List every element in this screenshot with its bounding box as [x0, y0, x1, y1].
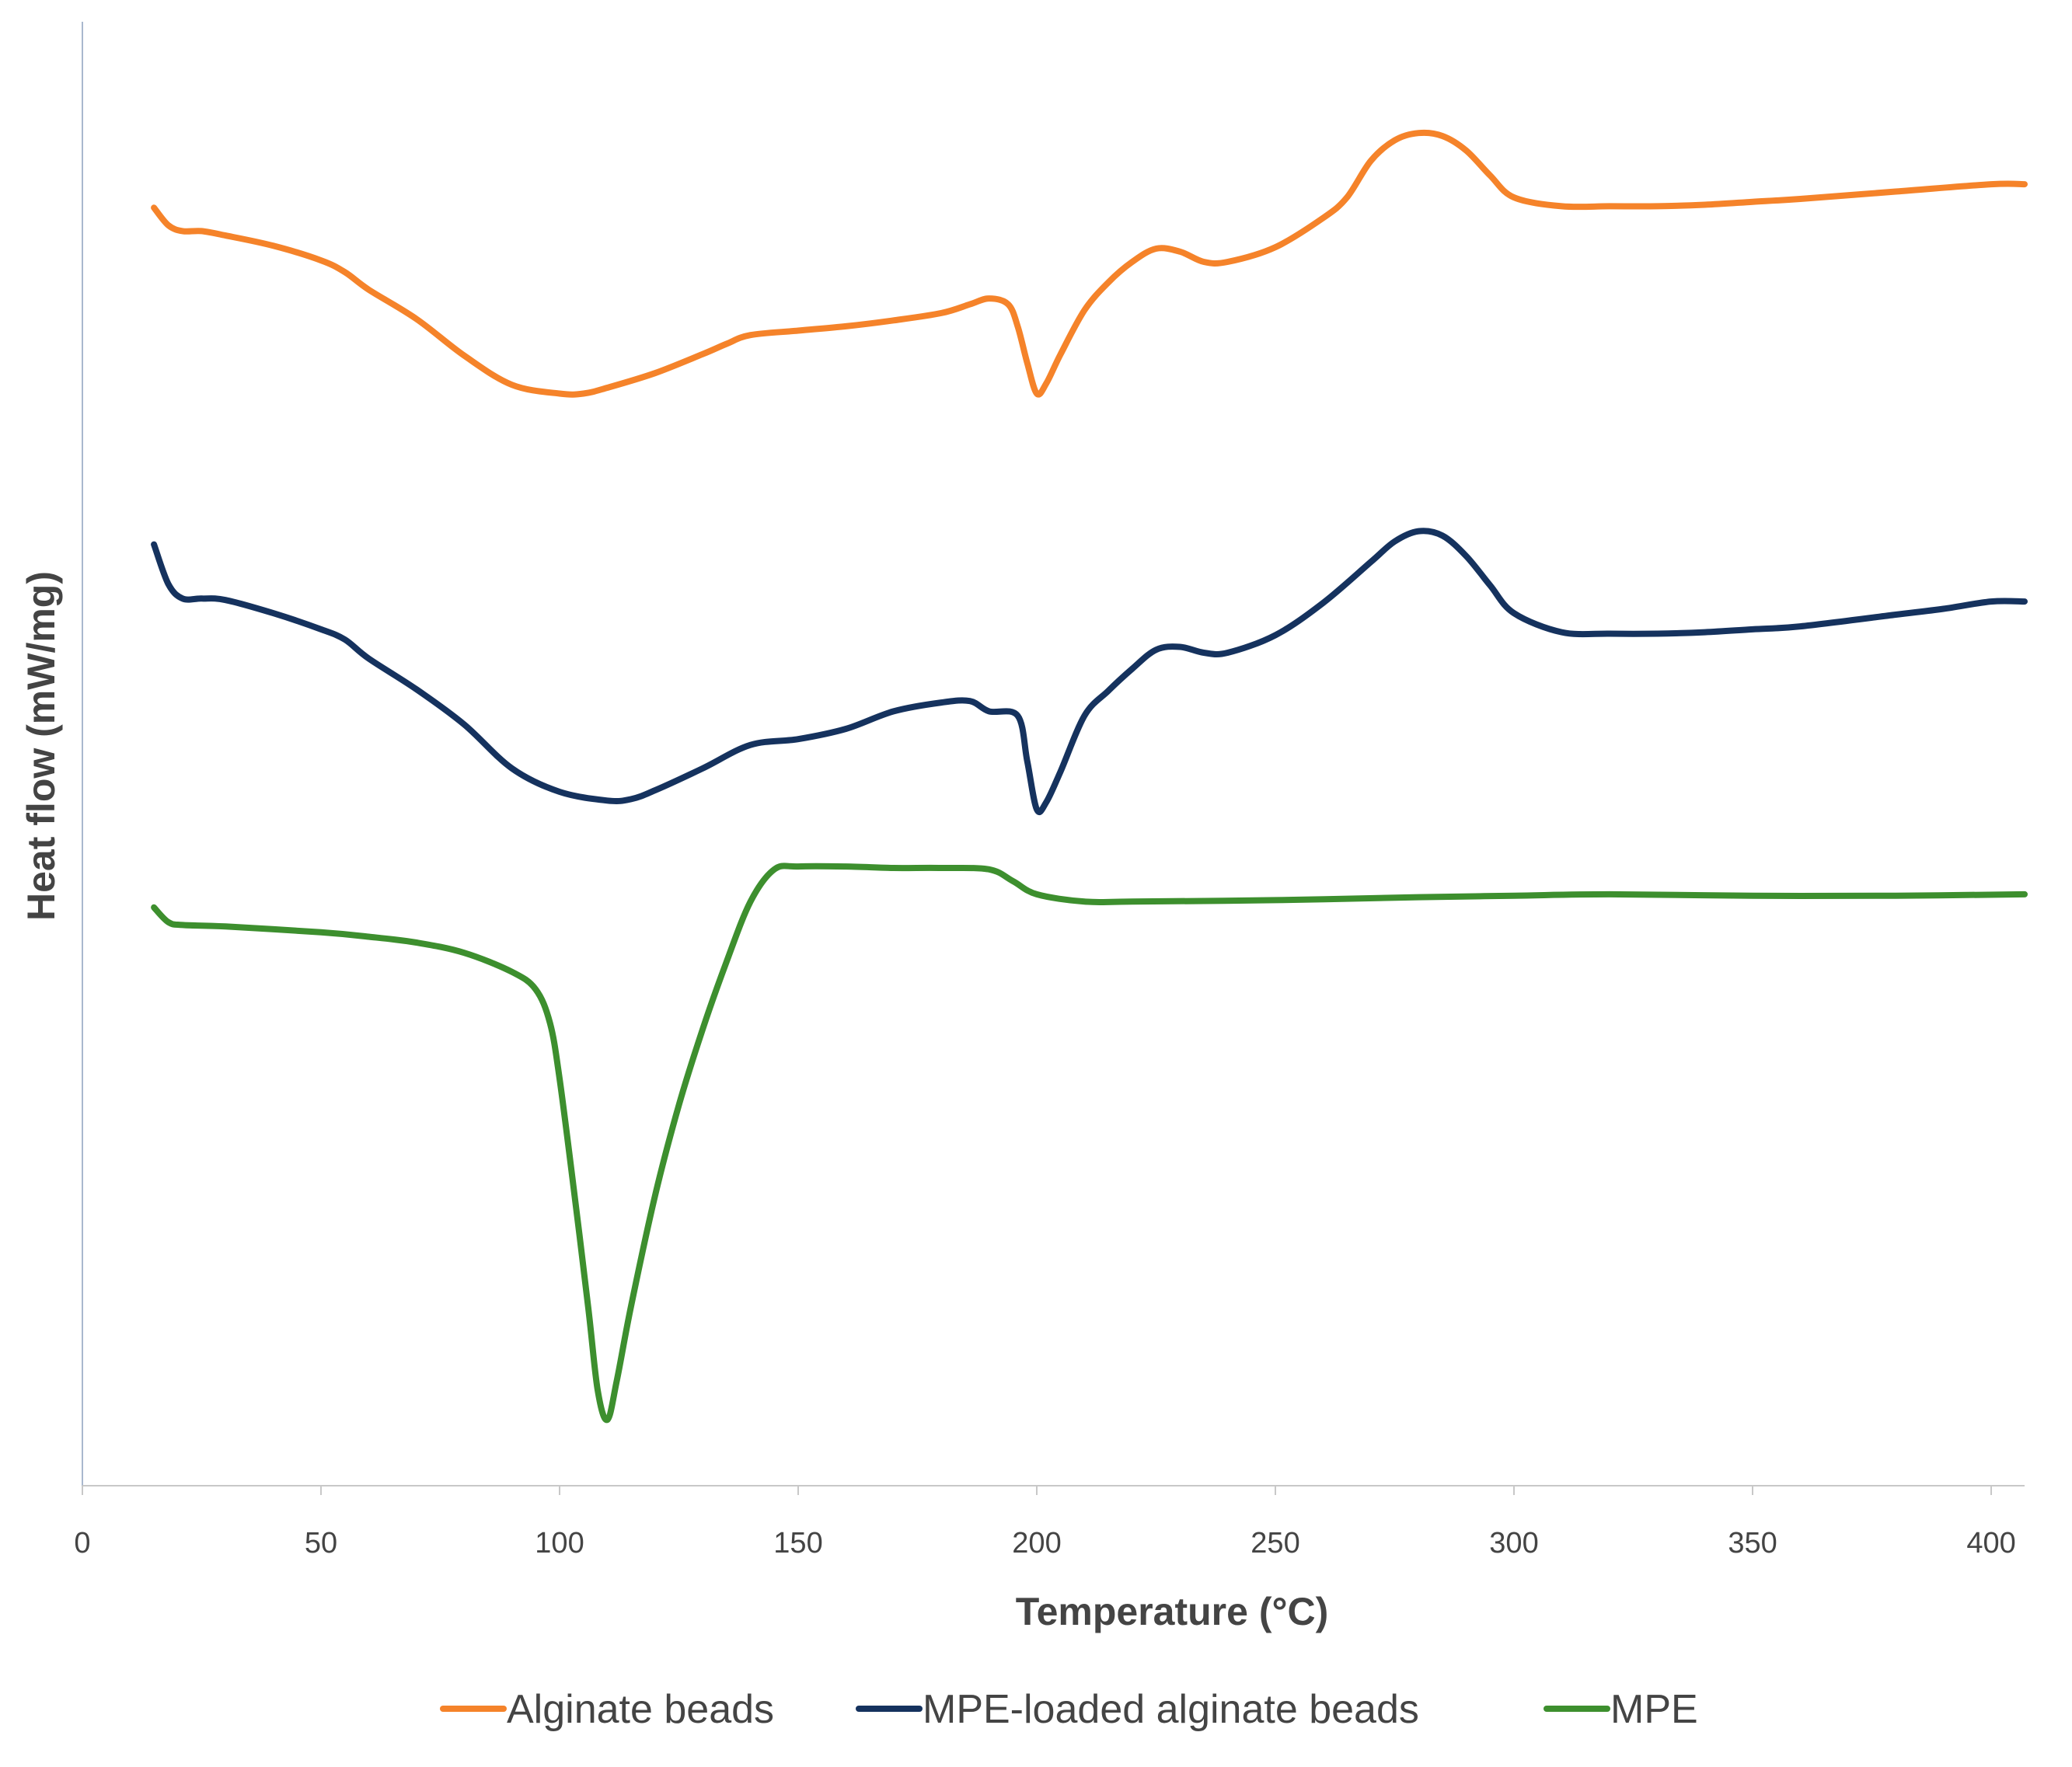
y-axis-title: Heat flow (mW/mg): [19, 571, 63, 921]
x-tick-label-250: 250: [1251, 1527, 1299, 1560]
legend-label-alginate-beads: Alginate beads: [507, 1687, 774, 1732]
legend-label-mpe: MPE: [1610, 1687, 1698, 1732]
series-line-alginate-beads: [151, 129, 2028, 398]
x-tick-label-200: 200: [1012, 1527, 1061, 1560]
x-tick-label-100: 100: [535, 1527, 584, 1560]
x-tick-label-150: 150: [773, 1527, 822, 1560]
x-axis-title: Temperature (°C): [1016, 1590, 1328, 1633]
series-line-mpe-loaded-alginate-beads: [151, 528, 2028, 815]
x-tick-label-400: 400: [1966, 1527, 2015, 1560]
axes: [82, 22, 2025, 1486]
legend-label-mpe-loaded-alginate-beads: MPE-loaded alginate beads: [923, 1687, 1419, 1732]
plot-area: [151, 129, 2028, 1424]
legend: Alginate beads MPE-loaded alginate beads M…: [440, 1687, 1698, 1732]
x-tick-label-0: 0: [74, 1527, 90, 1560]
series-line-mpe: [151, 863, 2028, 1424]
x-tick-label-50: 50: [305, 1527, 337, 1560]
x-tick-label-300: 300: [1489, 1527, 1538, 1560]
x-axis-ticks: 0 50 100 150 200 250 300 350 400: [74, 1486, 2016, 1560]
x-tick-label-350: 350: [1728, 1527, 1777, 1560]
